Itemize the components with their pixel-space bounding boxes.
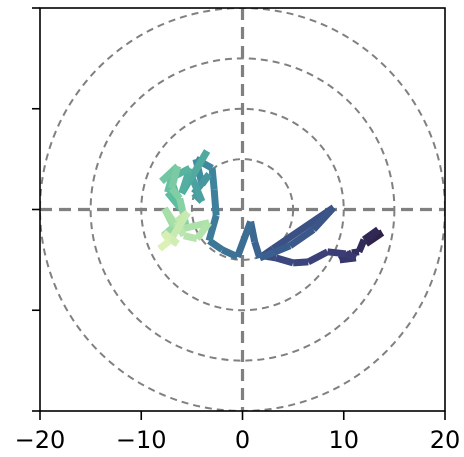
trajectory-segment (220, 246, 239, 261)
trajectory-segment (351, 248, 360, 257)
trajectory-segment (188, 175, 206, 203)
ring-r15 (89, 57, 396, 362)
trajectory-segment (344, 250, 358, 262)
x-tick-label: 0 (235, 426, 250, 454)
trajectory-segment (355, 238, 368, 254)
x-tick-label: −10 (116, 426, 167, 454)
trajectory-segment (306, 248, 330, 265)
trajectory-segment (288, 226, 316, 249)
trajectory-segment (251, 240, 264, 259)
trajectory-segment (167, 210, 191, 242)
trajectory-segment (292, 258, 309, 267)
trajectory-segment (168, 186, 183, 201)
trajectory-segment (234, 220, 254, 259)
trajectory-segment (205, 214, 220, 242)
y-axis (32, 7, 40, 412)
reference-lines-layer (40, 8, 445, 411)
trajectory-segment (274, 254, 295, 267)
trajectory-segment (182, 232, 198, 243)
trajectory-segment (361, 226, 381, 243)
trajectory-segment (194, 220, 212, 241)
trajectory-segment (327, 248, 347, 258)
x-tick-label: 10 (328, 426, 359, 454)
trajectory-segment (207, 237, 225, 253)
x-tick-label: 20 (430, 426, 461, 454)
trajectory-segment (271, 242, 292, 257)
trajectory-segment (210, 189, 220, 216)
trajectory-segment (310, 205, 337, 233)
trajectory-segment (208, 167, 218, 190)
trajectory-segment (168, 165, 182, 190)
trajectory-segment (157, 237, 172, 252)
data-line-layer (157, 149, 385, 267)
x-tick-label: −20 (15, 426, 66, 454)
trajectory-segment (160, 230, 173, 243)
x-axis: −20 −10 0 10 20 (15, 411, 461, 454)
